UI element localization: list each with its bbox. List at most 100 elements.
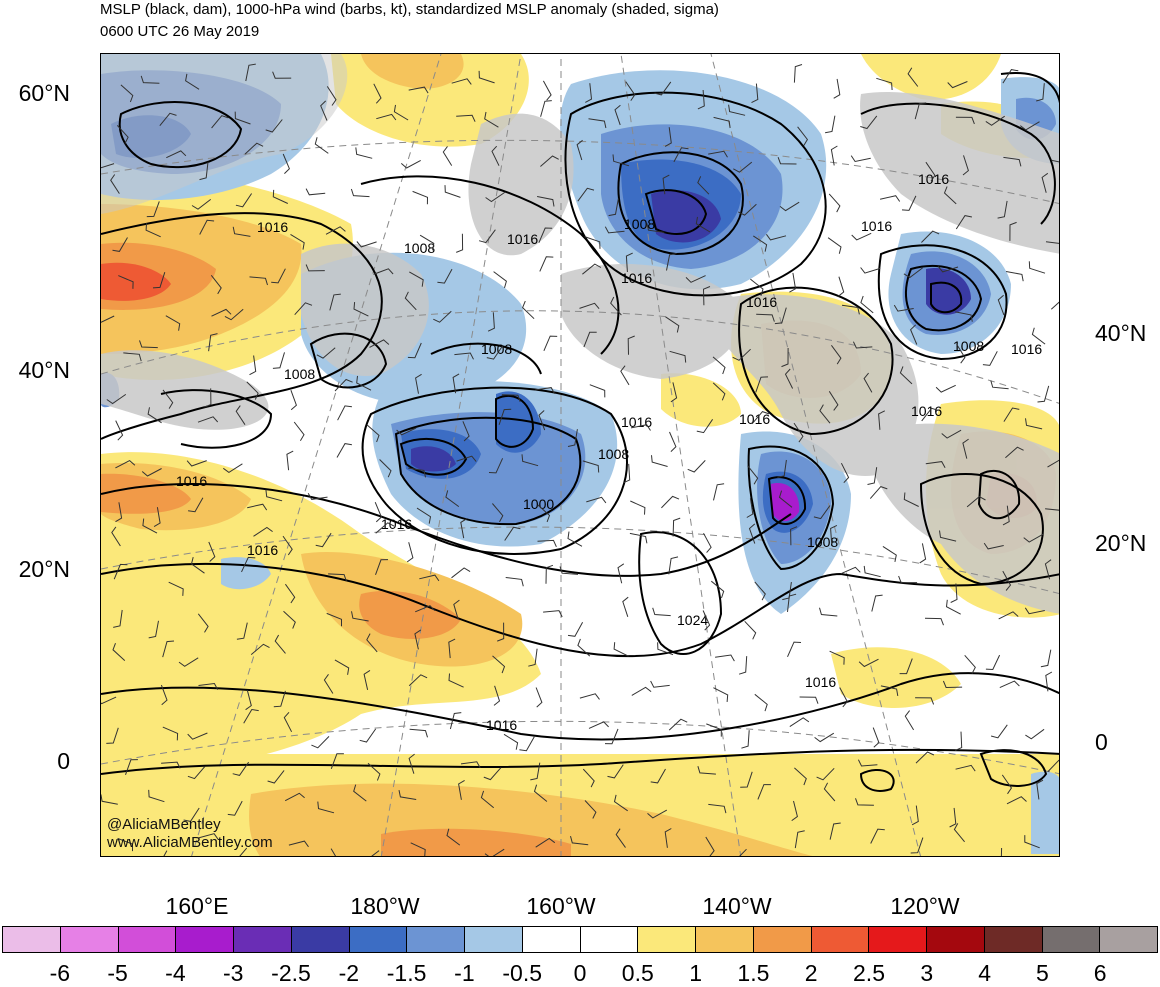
wind-barb: [880, 685, 899, 696]
wind-barb: [116, 125, 129, 144]
wind-barb: [1045, 241, 1059, 244]
wind-barb: [650, 680, 670, 688]
wind-barb: [162, 726, 179, 741]
isobar-label: 1016: [621, 414, 652, 430]
wind-barb: [738, 203, 757, 216]
wind-barb: [1002, 69, 1019, 84]
lon-label: 160°W: [526, 893, 596, 919]
wind-barb: [243, 708, 259, 724]
wind-barb: [582, 460, 600, 473]
wind-barb: [492, 655, 506, 674]
wind-barb: [878, 410, 886, 430]
wind-barb: [625, 252, 633, 273]
wind-barb: [670, 382, 678, 403]
wind-barb: [790, 526, 798, 546]
wind-barb: [273, 690, 286, 708]
wind-barb: [492, 503, 504, 523]
wind-barb: [966, 495, 986, 508]
wind-barb: [337, 405, 352, 421]
wind-barb: [533, 784, 548, 802]
wind-barb: [787, 593, 797, 612]
colorbar-label: 2: [804, 960, 818, 986]
wind-barb: [953, 823, 965, 843]
wind-barb: [539, 256, 554, 272]
wind-barb: [955, 215, 972, 230]
wind-barb: [919, 543, 927, 564]
wind-barb: [751, 411, 770, 425]
wind-barb: [799, 696, 819, 704]
wind-barb: [582, 768, 595, 788]
wind-barb: [904, 710, 915, 731]
colorbar-swatch: [176, 927, 234, 952]
wind-barb: [882, 545, 897, 563]
wind-barb: [359, 728, 377, 743]
wind-barb: [860, 267, 881, 274]
wind-barb: [797, 126, 809, 146]
wind-barb: [325, 226, 346, 235]
wind-barb: [623, 463, 631, 484]
wind-barb: [187, 732, 208, 740]
wind-barb: [537, 539, 557, 548]
wind-barb: [540, 100, 552, 117]
wind-barb: [245, 689, 252, 711]
colorbar: [2, 926, 1158, 953]
wind-barb: [985, 115, 1005, 126]
wind-barb: [249, 355, 257, 376]
wind-barb: [249, 276, 268, 286]
wind-barb: [162, 389, 174, 409]
wind-barb: [244, 142, 264, 155]
wind-barb: [779, 201, 800, 212]
wind-barb: [746, 498, 754, 518]
wind-barb: [567, 622, 584, 637]
wind-barb: [706, 723, 722, 737]
isobar-label: 1016: [507, 231, 538, 247]
wind-barb: [1025, 418, 1043, 430]
wind-barb: [497, 622, 505, 642]
wind-barb: [334, 378, 353, 392]
colorbar-swatch: [3, 927, 61, 952]
wind-barb: [1036, 779, 1044, 800]
wind-barb: [579, 302, 600, 310]
wind-barb: [833, 78, 841, 99]
wind-barb: [410, 842, 426, 856]
wind-barb: [669, 350, 687, 363]
wind-barb: [614, 104, 621, 126]
wind-barb: [185, 73, 200, 90]
wind-barb: [696, 419, 714, 434]
wind-barb: [375, 522, 395, 534]
wind-barb: [408, 753, 415, 774]
wind-barb: [744, 620, 757, 640]
wind-barb: [140, 75, 160, 84]
colorbar-label: 3: [920, 960, 934, 986]
wind-barb: [522, 300, 535, 320]
wind-barb: [697, 766, 716, 775]
wind-barb: [412, 190, 429, 205]
wind-barb: [1019, 121, 1040, 131]
wind-barb: [755, 376, 769, 393]
wind-barb: [613, 642, 629, 657]
wind-barb: [747, 465, 759, 485]
wind-barb: [855, 798, 874, 806]
wind-barb: [947, 81, 968, 89]
wind-barb: [577, 638, 591, 657]
wind-barb: [408, 674, 428, 687]
wind-barb: [1040, 649, 1052, 668]
wind-barb: [713, 687, 729, 702]
wind-barb: [101, 794, 118, 805]
colorbar-swatch: [580, 927, 639, 952]
wind-barb: [400, 159, 421, 169]
lon-label: 180°W: [350, 893, 420, 919]
wind-barb: [198, 833, 219, 840]
chart-title: MSLP (black, dam), 1000-hPa wind (barbs,…: [100, 1, 719, 18]
wind-barb: [955, 116, 975, 125]
wind-barb: [588, 118, 607, 129]
wind-barb: [112, 237, 128, 252]
colorbar-label: -2: [338, 960, 360, 986]
colorbar-swatch: [465, 927, 523, 952]
isobar-label: 1016: [1011, 341, 1042, 357]
wind-barb: [823, 782, 836, 802]
wind-barb: [239, 847, 248, 856]
colorbar-swatch: [1100, 927, 1157, 952]
wind-barb: [756, 313, 775, 322]
wind-barb: [793, 64, 803, 83]
